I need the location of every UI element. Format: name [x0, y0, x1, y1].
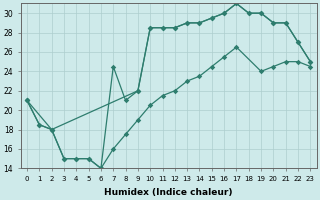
X-axis label: Humidex (Indice chaleur): Humidex (Indice chaleur) — [104, 188, 233, 197]
